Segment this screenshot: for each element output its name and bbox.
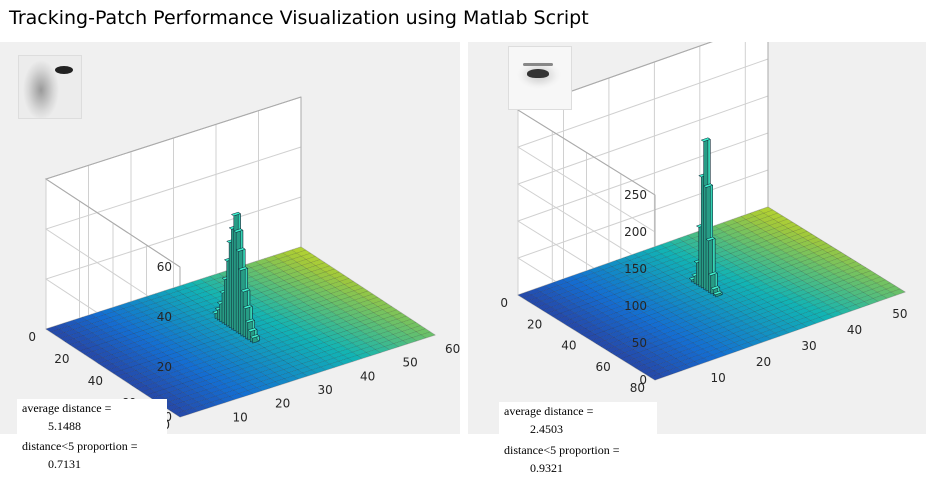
z-tick-label: 50 xyxy=(632,336,647,350)
bar-face-top xyxy=(242,304,253,309)
y-tick-label: 40 xyxy=(561,339,576,353)
average-distance-value: 5.1488 xyxy=(48,419,81,433)
bar-face-top xyxy=(240,288,251,293)
z-tick-label: 20 xyxy=(157,360,172,374)
frame-top xyxy=(44,96,302,268)
x-tick-label: 30 xyxy=(801,339,816,353)
y-tick-label: 20 xyxy=(54,352,69,366)
bar-face-top xyxy=(700,137,711,142)
bar-face-top xyxy=(712,290,723,296)
z-tick-label: 60 xyxy=(157,260,172,274)
z-tick-label: 200 xyxy=(624,225,647,239)
frame-top xyxy=(516,42,713,196)
x-tick-label: 10 xyxy=(710,371,725,385)
proportion-value: 0.7131 xyxy=(48,457,81,471)
patch-thumbnail-left xyxy=(18,55,82,119)
stats-box-left-2: distance<5 proportion = 0.7131 xyxy=(17,435,167,480)
y-tick-label: 40 xyxy=(88,374,103,388)
bar-face-top xyxy=(710,285,721,290)
bar-face-top xyxy=(707,271,718,276)
figure-panel-right: 10 20 30 40 50 0 20 40 60 80 0 50 100 150 200 250 avera… xyxy=(468,42,926,475)
grid-line-z xyxy=(516,95,769,270)
x-tick-label: 30 xyxy=(318,383,333,397)
surface-chart-left: 1020304050600204060800204060 xyxy=(28,96,460,432)
floor-surface xyxy=(45,246,436,418)
bars xyxy=(212,211,260,344)
bar-face-top xyxy=(247,327,258,332)
x-tick-label: 20 xyxy=(756,355,771,369)
stats-box-right: average distance = 2.4503 xyxy=(499,402,657,436)
z-tick-label: 0 xyxy=(164,410,172,424)
proportion-label: distance<5 proportion = xyxy=(504,443,620,457)
y-tick-label: 60 xyxy=(595,360,610,374)
x-tick-label: 10 xyxy=(233,410,248,424)
surface-cell xyxy=(420,331,436,339)
bar-face-top xyxy=(233,228,244,233)
y-tick-label: 20 xyxy=(527,317,542,331)
y-tick-label: 0 xyxy=(28,330,36,344)
bar-face-top xyxy=(237,266,249,271)
x-tick-label: 40 xyxy=(847,323,862,337)
floor-surface xyxy=(517,206,906,381)
eye-image-icon xyxy=(55,66,73,74)
z-tick-label: 250 xyxy=(624,188,647,202)
grid-line-z xyxy=(516,58,769,233)
x-tick-label: 50 xyxy=(892,307,907,321)
stats-box-left: average distance = 5.1488 xyxy=(17,399,167,479)
surface-cell xyxy=(890,288,906,296)
figure-panel-left: 1020304050600204060800204060 average dis… xyxy=(0,42,460,479)
average-distance-label: average distance = xyxy=(504,404,594,418)
x-tick-label: 60 xyxy=(445,342,460,356)
average-distance-value: 2.4503 xyxy=(530,422,563,436)
x-tick-label: 20 xyxy=(275,397,290,411)
z-tick-label: 150 xyxy=(624,262,647,276)
bar-face-top xyxy=(703,183,714,188)
x-tick-label: 40 xyxy=(360,369,375,383)
bar-face-top xyxy=(705,236,716,242)
proportion-value: 0.9321 xyxy=(530,461,563,475)
x-tick-label: 50 xyxy=(403,356,418,370)
bar-face-top xyxy=(230,211,242,217)
grid-line-z xyxy=(44,146,302,318)
proportion-label: distance<5 proportion = xyxy=(22,439,138,453)
bars xyxy=(688,137,723,298)
brow-image-icon xyxy=(523,63,553,66)
y-tick-label: 80 xyxy=(630,381,645,395)
average-distance-label: average distance = xyxy=(22,401,112,415)
page-title: Tracking-Patch Performance Visualization… xyxy=(9,7,589,29)
z-tick-label: 0 xyxy=(639,373,647,387)
z-tick-label: 100 xyxy=(624,299,647,313)
bar xyxy=(712,290,723,298)
bar-face-top xyxy=(235,247,246,252)
eye-image-icon xyxy=(527,69,549,78)
z-tick-label: 40 xyxy=(157,310,172,324)
y-tick-label: 0 xyxy=(500,296,508,310)
stats-box-right-2: distance<5 proportion = 0.9321 xyxy=(499,439,657,479)
bar xyxy=(249,334,260,344)
patch-thumbnail-right xyxy=(508,46,572,110)
bar-face-top xyxy=(249,334,260,339)
bar-face-top xyxy=(244,318,256,323)
